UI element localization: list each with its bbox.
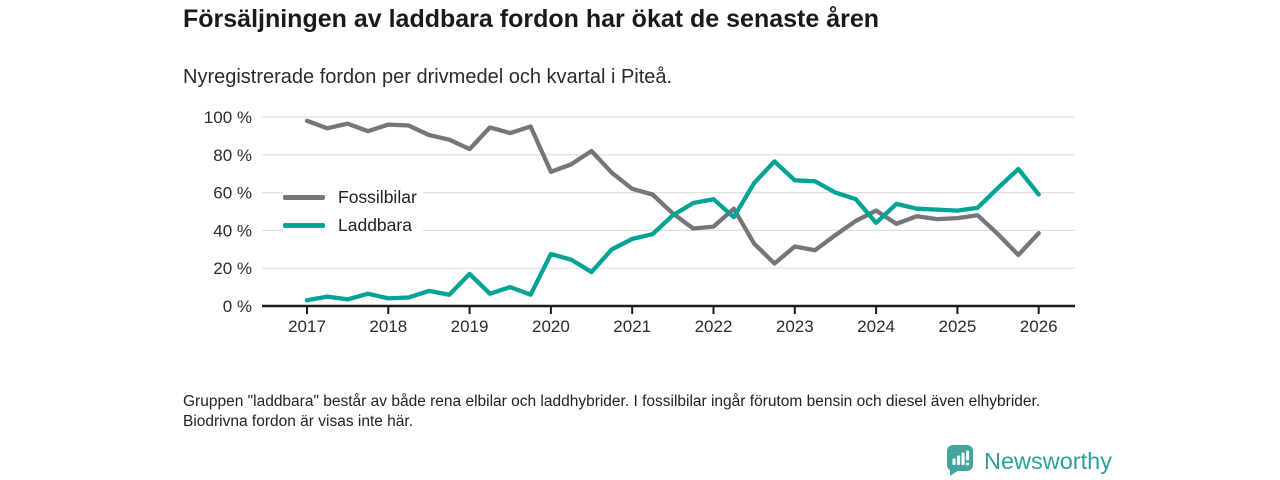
svg-text:2019: 2019 [451,317,489,336]
svg-text:2021: 2021 [613,317,651,336]
laddbara-line-swatch [283,223,325,228]
svg-text:2022: 2022 [695,317,733,336]
svg-text:20 %: 20 % [213,259,252,278]
newsworthy-logo[interactable]: Newsworthy [945,444,1112,478]
legend-label-fossilbilar: Fossilbilar [338,187,417,207]
chart-legend: Fossilbilar Laddbara [283,186,423,237]
chart-footnote: Gruppen "laddbara" består av både rena e… [183,392,1041,430]
legend-item-fossilbilar: Fossilbilar [283,186,423,209]
svg-text:2026: 2026 [1020,317,1058,336]
svg-text:2023: 2023 [776,317,814,336]
chart-subtitle: Nyregistrerade fordon per drivmedel och … [183,66,673,88]
svg-text:2020: 2020 [532,317,570,336]
legend-item-laddbara: Laddbara [283,214,423,237]
svg-text:80 %: 80 % [213,146,252,165]
svg-text:2017: 2017 [288,317,326,336]
svg-text:2018: 2018 [369,317,407,336]
svg-text:60 %: 60 % [213,184,252,203]
newsworthy-logo-text: Newsworthy [984,447,1112,474]
svg-text:0 %: 0 % [223,297,252,316]
bar-chart-badge-icon [947,445,973,476]
svg-text:2024: 2024 [857,317,895,336]
fossilbilar-line-swatch [283,195,325,200]
svg-text:2025: 2025 [938,317,976,336]
legend-label-laddbara: Laddbara [338,215,412,235]
svg-text:40 %: 40 % [213,221,252,240]
chart-title: Försäljningen av laddbara fordon har öka… [183,5,880,33]
svg-text:100 %: 100 % [204,108,252,127]
